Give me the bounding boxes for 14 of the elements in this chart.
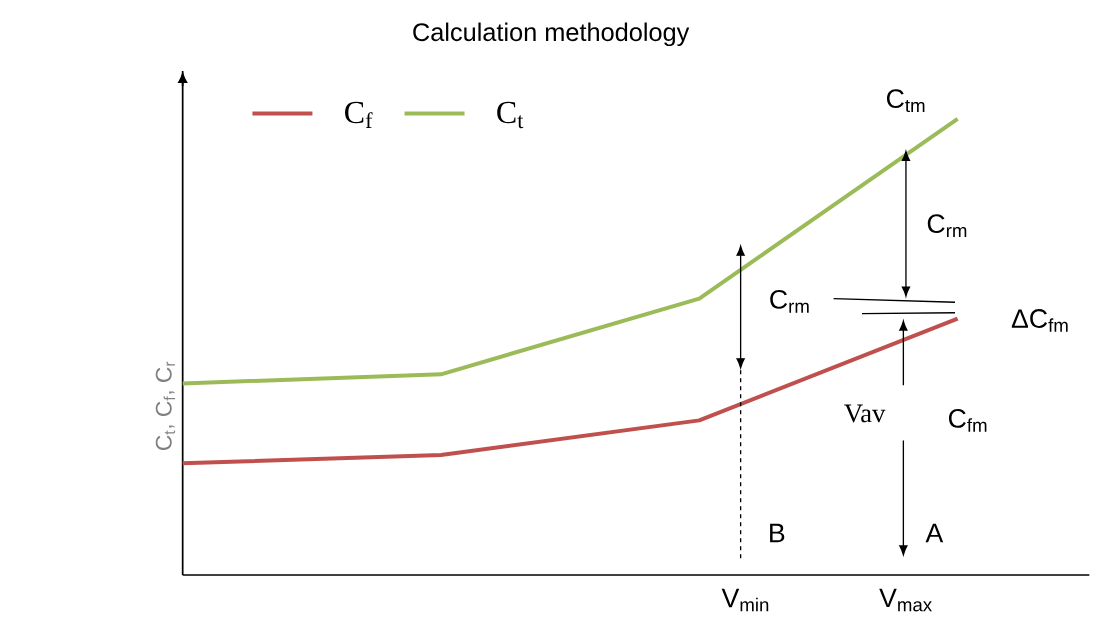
- y-axis-title: C$_{t}$, C$_{f}$, C$_{r}$: [155, 361, 176, 450]
- annotation: Vav: [844, 404, 886, 423]
- annotation: A: [925, 523, 944, 543]
- annotation: ΔC$_{fm}$: [1011, 309, 1068, 332]
- text: V$_{min}$: [721, 588, 769, 612]
- chart-title: Calculation methodology: [413, 22, 690, 47]
- annotation: C$_{rm}$: [927, 214, 967, 237]
- annotation: C$_{fm}$: [948, 409, 987, 432]
- annotation: C$_{rm}$: [770, 289, 809, 313]
- legend-label: C$_{f}$: [345, 101, 373, 128]
- text: C$_{tm}$: [886, 89, 925, 113]
- annotation: B: [770, 523, 785, 543]
- text: V$_{max}$: [879, 588, 932, 612]
- legend-label: C$_{t}$: [497, 101, 524, 129]
